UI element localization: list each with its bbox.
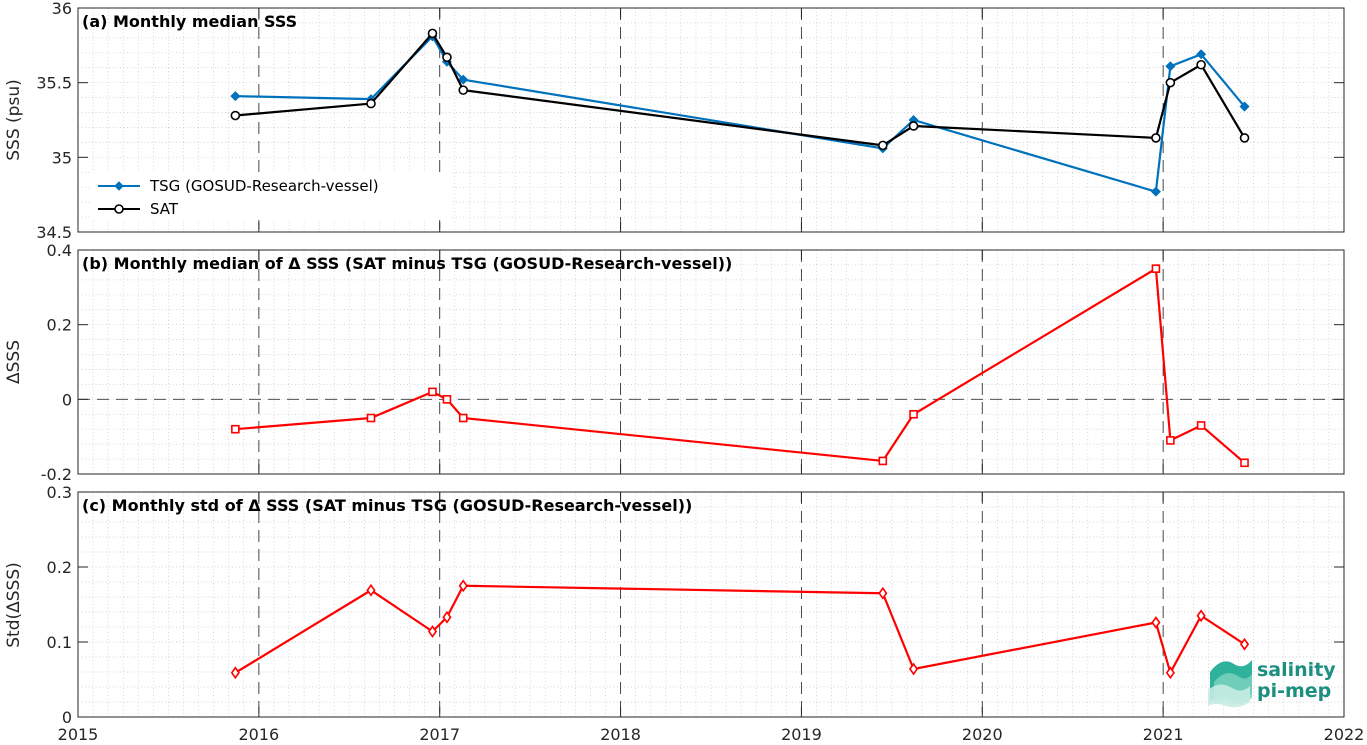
panel-c-series-0-line <box>234 584 1246 674</box>
panel-b-series-0-point <box>878 456 888 466</box>
logo-wave-icon <box>1208 660 1252 708</box>
panel-c-series-0 <box>230 579 1250 680</box>
panel-c-series-0-point <box>908 662 919 676</box>
panel-a-ytick-label: 34.5 <box>36 223 72 242</box>
panel-b-ytick-label: 0 <box>62 390 72 409</box>
panel-c-series-0-point <box>458 579 468 593</box>
x-tick-label: 2020 <box>962 725 1003 744</box>
panel-a-series-1-point <box>427 28 438 39</box>
panel-c-title: (c) Monthly std of Δ SSS (SAT minus TSG … <box>82 496 692 515</box>
panel-b-series-0-point <box>1166 436 1175 445</box>
legend-marker-sat <box>114 204 124 214</box>
panel-a-ytick-label: 35 <box>52 148 72 167</box>
panel-a-series-1 <box>230 28 1250 151</box>
panel-a: 34.5 35 35.5 36 (a) Monthly median SSS SSS … <box>4 0 1345 242</box>
panel-c-series-0-point <box>230 666 240 680</box>
panel-c-axes-box <box>77 491 1345 718</box>
panel-b-series-0-point <box>1151 264 1161 273</box>
panel-c-series-0-point <box>442 610 452 624</box>
panel-a-series-0-line <box>235 35 1246 193</box>
panel-a-ytick-label: 35.5 <box>36 74 72 93</box>
panel-c-ytick-label: 0.1 <box>47 633 72 652</box>
x-tick-label: 2022 <box>1324 725 1365 744</box>
panel-a-ylabel: SSS (psu) <box>4 79 24 160</box>
salinity-pi-mep-logo: salinity pi-mep <box>1208 659 1336 708</box>
legend-label-tsg: TSG (GOSUD-Research-vessel) <box>149 177 379 195</box>
panel-b-series-0-point <box>231 424 240 434</box>
x-tick-label: 2021 <box>1143 725 1184 744</box>
panel-b-series-0-point <box>1196 421 1206 430</box>
panel-b-ytick-label: 0.2 <box>47 316 72 335</box>
x-tick-label: 2015 <box>58 725 99 744</box>
panel-b-ylabel: ΔSSS <box>4 340 24 384</box>
panel-a-series-0-point <box>1165 61 1176 72</box>
panel-a-series-0-point <box>230 91 241 102</box>
panel-a-series-1-point <box>1165 77 1176 88</box>
panel-b-ytick-label: 0.4 <box>47 241 72 260</box>
panel-a-series-0 <box>230 31 1250 197</box>
panel-c-series-0-point <box>1165 666 1175 680</box>
panel-a-axes-box <box>77 7 1345 233</box>
panel-a-series-1-point <box>442 52 452 63</box>
panel-b-series-0-point <box>366 413 376 423</box>
panel-a-series-0-point <box>1196 49 1207 60</box>
panel-a-series-0-point <box>1150 186 1161 197</box>
panel-c-series-0-point <box>878 586 888 600</box>
panel-b-series-0-point <box>442 395 452 404</box>
panel-c-series-0-point <box>1239 637 1250 651</box>
legend-box <box>90 172 450 220</box>
panel-a-series-1-point <box>230 110 241 121</box>
x-tick-label: 2016 <box>238 725 279 744</box>
panel-b-axes-box <box>77 249 1345 475</box>
x-axis-tick-labels: 2015 2016 2017 2018 2019 2020 2021 2022 <box>58 725 1365 744</box>
x-tick-label: 2017 <box>419 725 460 744</box>
panel-a-series-0-point <box>458 74 469 85</box>
panel-c-ylabel: Std(ΔSSS) <box>4 562 24 648</box>
panel-a-series-1-point <box>366 98 376 109</box>
legend-label-sat: SAT <box>150 200 179 218</box>
logo-text-salinity: salinity <box>1257 659 1336 681</box>
panel-c-ytick-label: 0.3 <box>47 483 72 502</box>
panel-c-ytick-label: 0 <box>62 708 72 727</box>
panel-c-series-0-point <box>427 625 438 638</box>
panel-b-title: (b) Monthly median of Δ SSS (SAT minus T… <box>82 254 732 273</box>
panel-a-series-1-point <box>1151 133 1161 143</box>
panel-b-series-0-point <box>428 387 437 397</box>
panel-a-ytick-label: 36 <box>52 0 72 18</box>
logo-text-pi-mep: pi-mep <box>1257 680 1331 702</box>
panel-a-series-1-point <box>458 85 469 95</box>
panel-a-series-1-line <box>235 32 1246 147</box>
panel-c-series-0-point <box>366 583 376 597</box>
panel-c-series-0-point <box>1151 616 1161 629</box>
panel-c-ytick-label: 0.2 <box>47 558 72 577</box>
panel-b-ytick-label: -0.2 <box>41 465 72 484</box>
panel-c: 0 0.1 0.2 0.3 (c) Monthly std of Δ SSS (SAT… <box>4 483 1345 727</box>
panel-a-title: (a) Monthly median SSS <box>82 12 297 31</box>
panel-b-series-0-point <box>909 409 918 419</box>
x-tick-label: 2019 <box>781 725 822 744</box>
x-tick-label: 2018 <box>600 725 641 744</box>
panel-a-series-1-point <box>878 140 888 151</box>
panel-b-series-0-point <box>458 413 468 423</box>
panel-b-series-0-point <box>1240 458 1249 468</box>
panel-a-series-1-point <box>1196 59 1206 70</box>
panel-b: -0.2 0 0.2 0.4 (b) Monthly median of Δ SSS … <box>4 241 1345 484</box>
panel-c-series-0-point <box>1196 609 1206 623</box>
legend: TSG (GOSUD-Research-vessel) SAT <box>90 172 450 220</box>
panel-b-series-0 <box>231 264 1249 468</box>
panel-a-series-1-point <box>908 121 919 131</box>
panel-b-grid <box>78 249 1344 475</box>
panel-c-grid <box>78 491 1344 718</box>
panel-b-series-0-line <box>235 267 1246 464</box>
panel-a-series-1-point <box>1239 133 1250 143</box>
legend-marker-tsg <box>114 181 124 191</box>
panel-a-series-0-point <box>1239 101 1250 112</box>
